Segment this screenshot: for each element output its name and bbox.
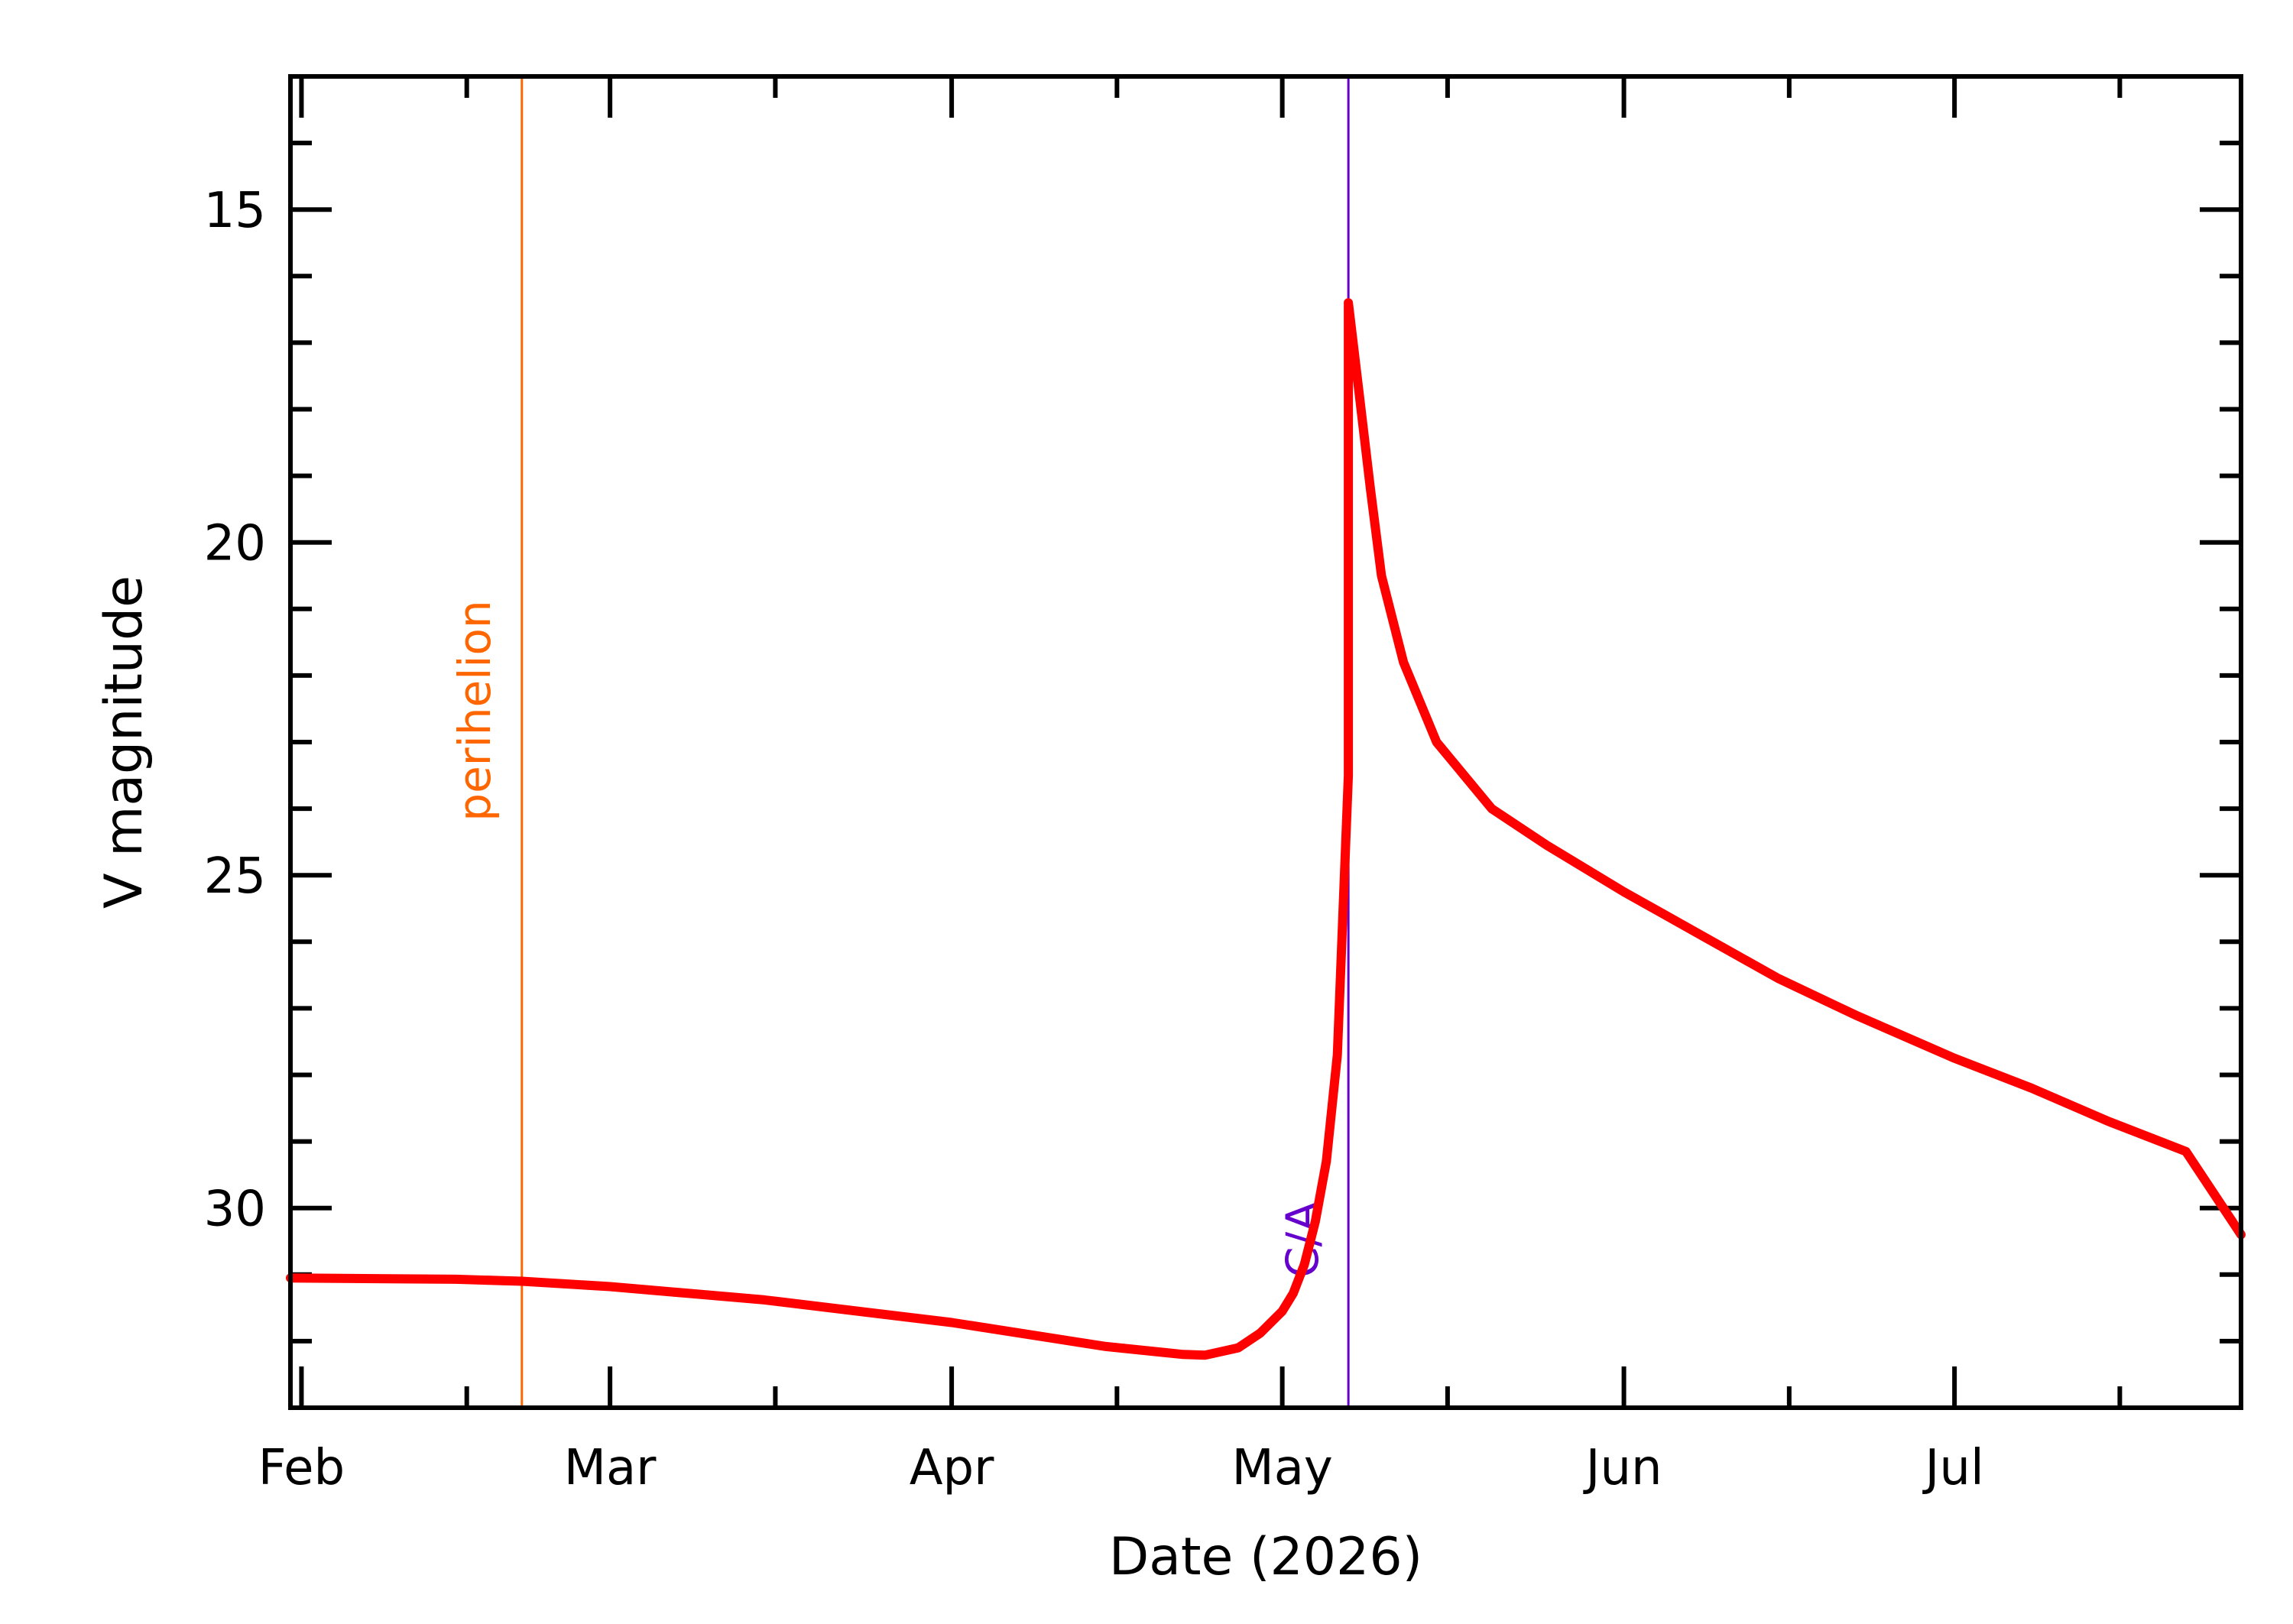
series <box>286 298 2246 1360</box>
x-tick-label: Jul <box>1922 1440 1984 1496</box>
x-tick-label: May <box>1231 1440 1332 1496</box>
y-tick-label: 20 <box>204 516 266 572</box>
annotation-label: perihelion <box>449 600 501 821</box>
tick-marks <box>290 76 2241 1408</box>
x-tick-label: Jun <box>1583 1440 1662 1496</box>
plot-frame <box>288 74 2243 1410</box>
series-line <box>286 298 2246 1360</box>
x-tick-label: Apr <box>910 1440 994 1496</box>
y-tick-labels: 15 20 25 30 <box>204 183 266 1238</box>
x-tick-label: Feb <box>258 1440 345 1496</box>
x-tick-label: Mar <box>564 1440 657 1496</box>
x-tick-labels: Feb Mar Apr May Jun Jul <box>258 1440 1984 1496</box>
x-axis-title: Date (2026) <box>1109 1527 1422 1587</box>
y-tick-label: 25 <box>204 848 266 905</box>
y-axis-title: V magnitude <box>94 575 154 909</box>
y-tick-label: 15 <box>204 183 266 239</box>
y-tick-label: 30 <box>204 1182 266 1238</box>
